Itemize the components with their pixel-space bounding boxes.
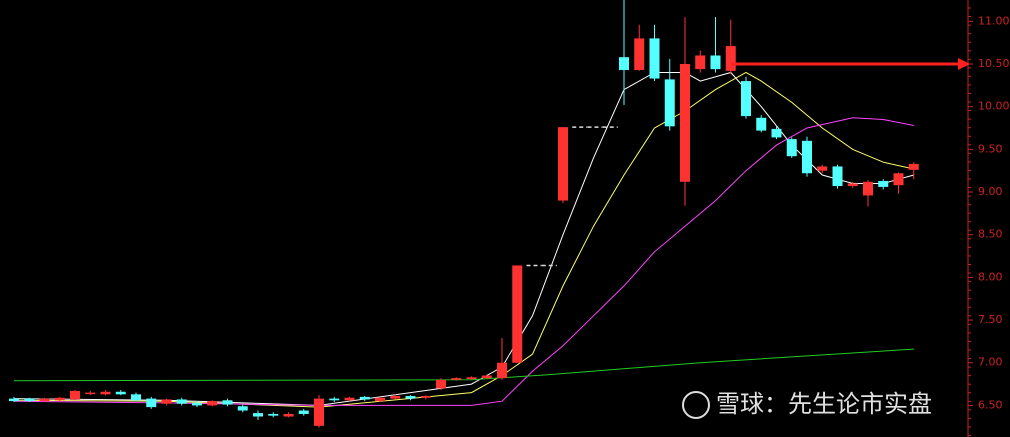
candle-body <box>375 397 385 402</box>
y-tick-label: 9.50 <box>978 142 1003 155</box>
candle-body <box>344 397 355 401</box>
candle-body <box>314 398 324 426</box>
y-tick-label: 9.00 <box>978 185 1003 198</box>
candle-body <box>741 81 751 117</box>
watermark-icon <box>682 391 710 419</box>
candle-body <box>70 390 80 400</box>
candle-body <box>146 398 157 408</box>
candle-body <box>512 265 523 363</box>
y-tick-label: 6.50 <box>978 398 1003 411</box>
candle-body <box>268 413 279 416</box>
y-tick-label: 7.00 <box>978 356 1003 369</box>
y-tick-label: 10.50 <box>978 57 1010 70</box>
moving-average-line <box>13 71 914 406</box>
candle-body <box>451 378 462 380</box>
candle-body <box>24 398 35 402</box>
moving-average-line <box>13 348 914 382</box>
candle-body <box>253 413 263 417</box>
candle-body <box>131 394 141 401</box>
candle-body <box>680 64 690 182</box>
candle-body <box>192 402 202 406</box>
candle-body <box>878 180 889 187</box>
candle-body <box>725 46 736 71</box>
candle-body <box>832 166 843 187</box>
watermark: 雪球：先生论市实盘 <box>682 390 932 419</box>
candle-body <box>847 183 858 187</box>
y-tick-label: 7.50 <box>978 313 1003 326</box>
candle-body <box>237 406 248 411</box>
candle-body <box>466 377 477 379</box>
candle-body <box>359 396 370 400</box>
candle-body <box>115 391 126 395</box>
candle-body <box>436 379 446 389</box>
annotation-arrowhead <box>958 58 970 71</box>
candle-body <box>649 38 660 79</box>
candle-body <box>619 57 629 70</box>
candle-body <box>85 392 96 395</box>
y-tick-label: 8.50 <box>978 228 1003 241</box>
candle-body <box>695 55 706 70</box>
candle-body <box>420 396 431 398</box>
y-tick-label: 10.00 <box>978 100 1010 113</box>
candle-body <box>100 391 111 395</box>
candle-body <box>908 163 919 170</box>
watermark-text: 雪球：先生论市实盘 <box>716 390 932 418</box>
candle-body <box>558 127 568 201</box>
candle-body <box>390 396 401 399</box>
candle-body <box>710 55 721 70</box>
candle-body <box>298 410 309 414</box>
candle-body <box>497 362 507 379</box>
candle-body <box>222 400 233 405</box>
moving-average-line <box>13 117 914 406</box>
candle-body <box>771 128 782 138</box>
candle-body <box>893 173 904 186</box>
candle-body <box>634 38 645 70</box>
candle-body <box>863 181 873 196</box>
candle-body <box>405 396 416 399</box>
candle-body <box>9 398 19 402</box>
candle-body <box>176 399 187 404</box>
candle-body <box>39 398 50 402</box>
candle-body <box>329 398 340 401</box>
candle-body <box>207 401 218 406</box>
candle-body <box>664 79 675 127</box>
candle-body <box>802 140 812 174</box>
candle-body <box>161 399 172 404</box>
candle-body <box>283 413 294 417</box>
candle-body <box>54 397 65 401</box>
candle-body <box>756 117 767 131</box>
moving-average-line <box>13 71 914 408</box>
y-tick-label: 11.00 <box>978 14 1010 27</box>
candle-body <box>786 139 797 157</box>
candle-body <box>481 375 492 379</box>
candle-body <box>817 166 828 171</box>
y-tick-label: 8.00 <box>978 270 1003 283</box>
